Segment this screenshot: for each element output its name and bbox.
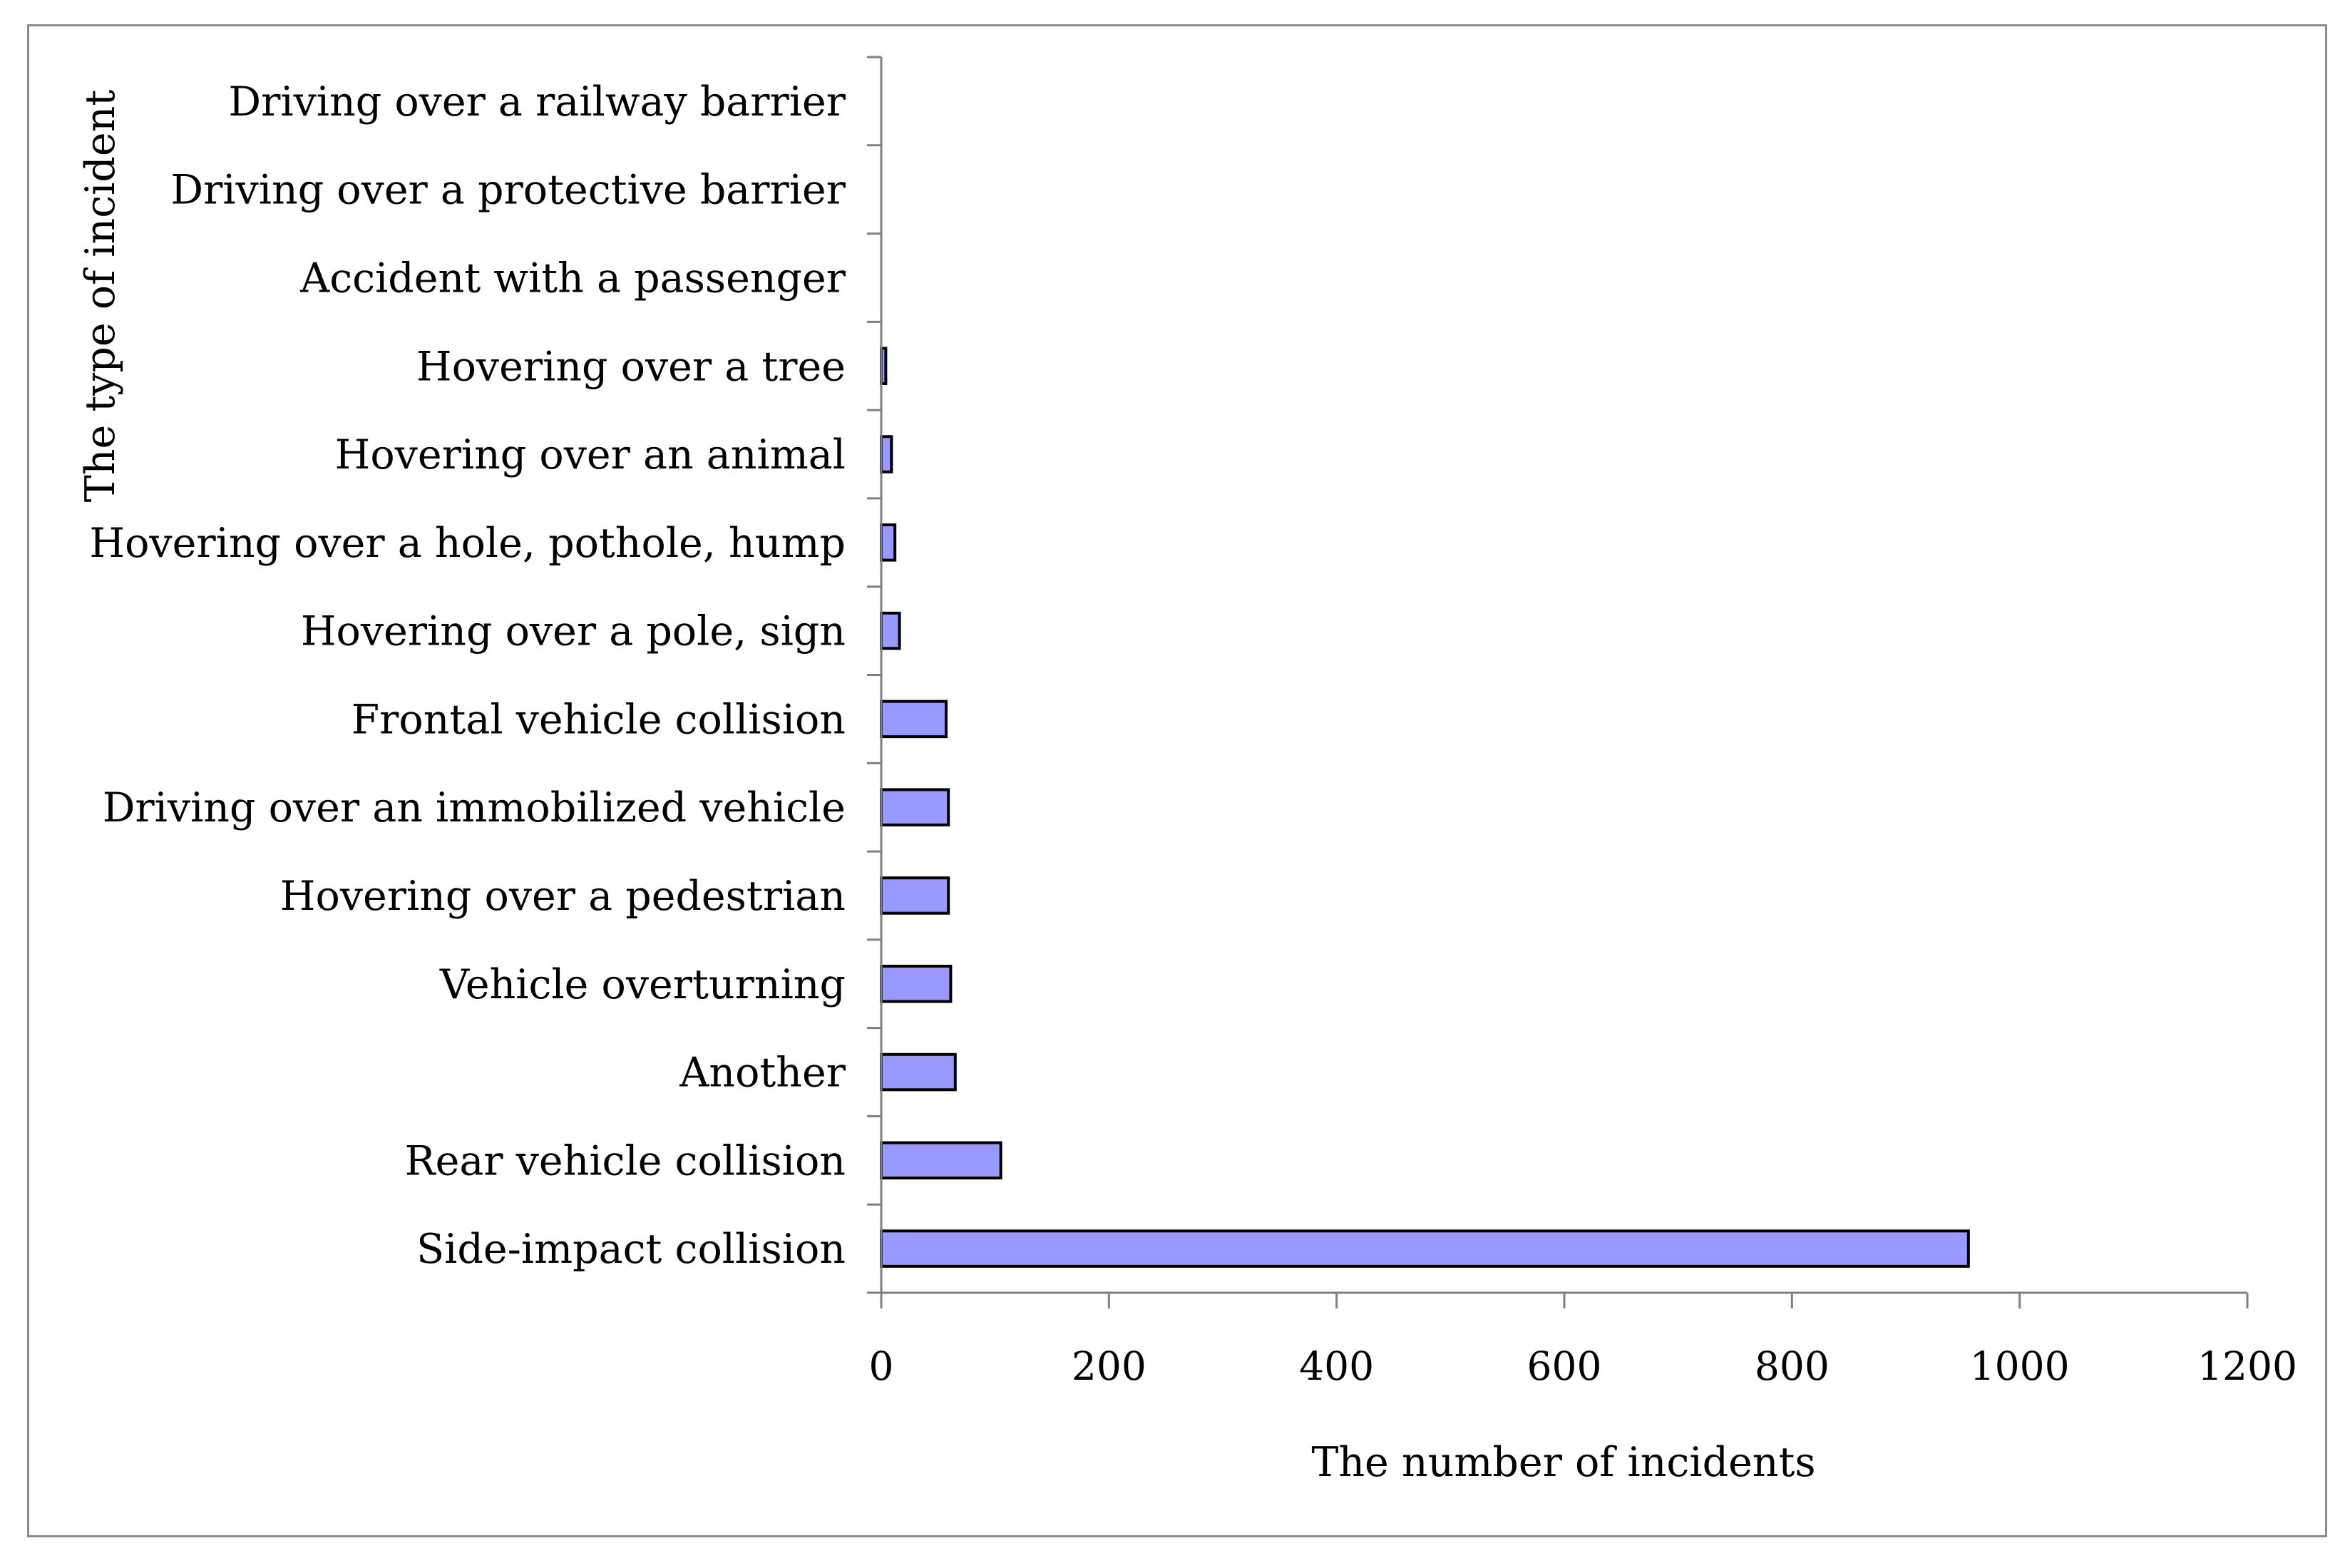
x-tick-label: 600 <box>1527 1343 1602 1389</box>
bar-driving-over-an-immobilized-vehicle <box>880 788 950 826</box>
axes-layer <box>867 56 2249 1308</box>
category-label: Hovering over a pedestrian <box>280 873 846 920</box>
x-tick-label: 0 <box>869 1343 894 1389</box>
bars-layer <box>880 347 1970 1268</box>
x-tick-label: 800 <box>1755 1343 1830 1389</box>
chart-frame <box>27 24 2327 1537</box>
category-label: Hovering over an animal <box>335 431 846 478</box>
x-tick-label: 200 <box>1072 1343 1146 1389</box>
bar-hovering-over-a-pedestrian <box>880 876 950 915</box>
bar-vehicle-overturning <box>880 964 953 1003</box>
x-tick-label: 1200 <box>2197 1343 2297 1389</box>
category-label: Driving over an immobilized vehicle <box>103 784 846 831</box>
category-label: Hovering over a hole, pothole, hump <box>89 520 846 567</box>
bar-hovering-over-a-pole-sign <box>880 611 901 650</box>
y-axis-title: The type of incident <box>77 90 124 503</box>
category-label: Frontal vehicle collision <box>352 696 846 743</box>
bar-side-impact-collision <box>880 1229 1970 1268</box>
category-label: Accident with a passenger <box>299 255 846 302</box>
bar-hovering-over-an-animal <box>880 435 893 473</box>
category-label: Hovering over a tree <box>416 343 846 390</box>
x-tick-label: 1000 <box>1970 1343 2070 1389</box>
category-label: Driving over a railway barrier <box>228 78 846 125</box>
category-label: Side-impact collision <box>416 1226 846 1273</box>
bar-frontal-vehicle-collision <box>880 700 948 739</box>
category-label: Vehicle overturning <box>439 961 846 1008</box>
category-label: Hovering over a pole, sign <box>301 608 846 655</box>
category-label: Another <box>679 1050 846 1097</box>
x-tick-label: 400 <box>1299 1343 1374 1389</box>
category-label: Rear vehicle collision <box>405 1137 846 1184</box>
bar-another <box>880 1052 957 1092</box>
bar-rear-vehicle-collision <box>880 1141 1002 1180</box>
x-axis-title: The number of incidents <box>1311 1439 1815 1486</box>
labels-layer: Driving over a railway barrier Driving ov… <box>89 78 2297 1389</box>
category-label: Driving over a protective barrier <box>170 167 846 214</box>
bar-hovering-over-a-hole-pothole-hump <box>880 523 897 562</box>
